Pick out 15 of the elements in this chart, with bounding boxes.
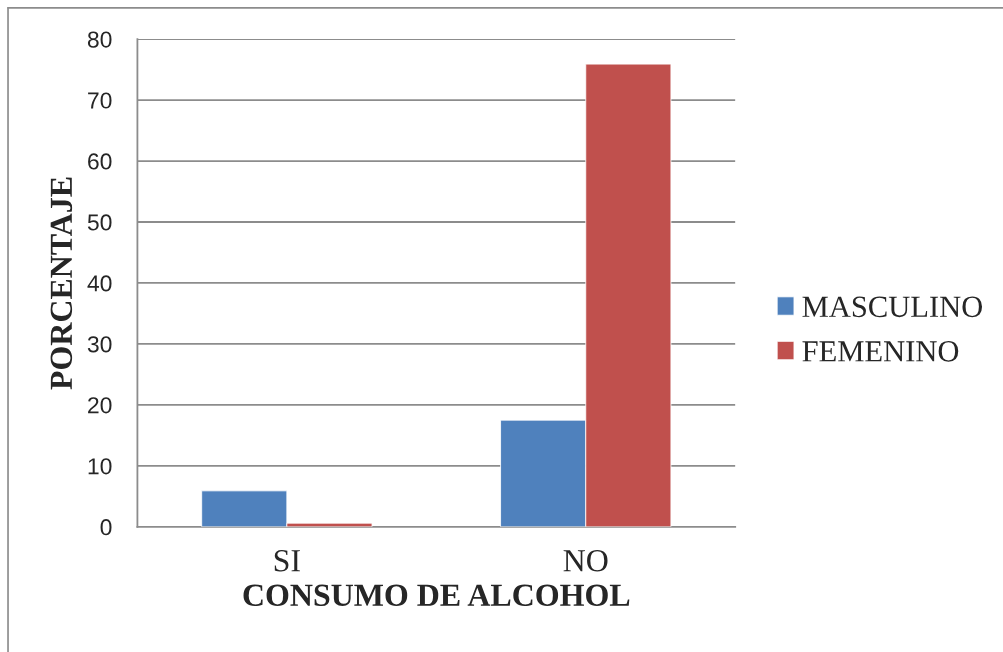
y-tick-label: 20 xyxy=(88,397,112,414)
y-tick-label: 50 xyxy=(87,214,112,231)
y-tick-label: 60 xyxy=(88,153,112,170)
x-axis-title: CONSUMO DE ALCOHOL xyxy=(243,584,630,607)
y-tick-label: 30 xyxy=(87,336,112,353)
y-tick-label: 10 xyxy=(88,458,112,475)
y-tick-label: 80 xyxy=(87,31,112,48)
x-tick-label: SI xyxy=(274,550,300,572)
y-tick-label: 40 xyxy=(87,275,112,292)
y-tick-label: 70 xyxy=(88,92,112,109)
legend-label: MASCULINO xyxy=(802,296,983,318)
y-axis-title: PORCENTAJE xyxy=(50,177,73,390)
y-tick-label: 0 xyxy=(100,519,112,536)
x-tick-label: NO xyxy=(563,550,608,572)
legend-label: FEMENINO xyxy=(802,341,959,362)
